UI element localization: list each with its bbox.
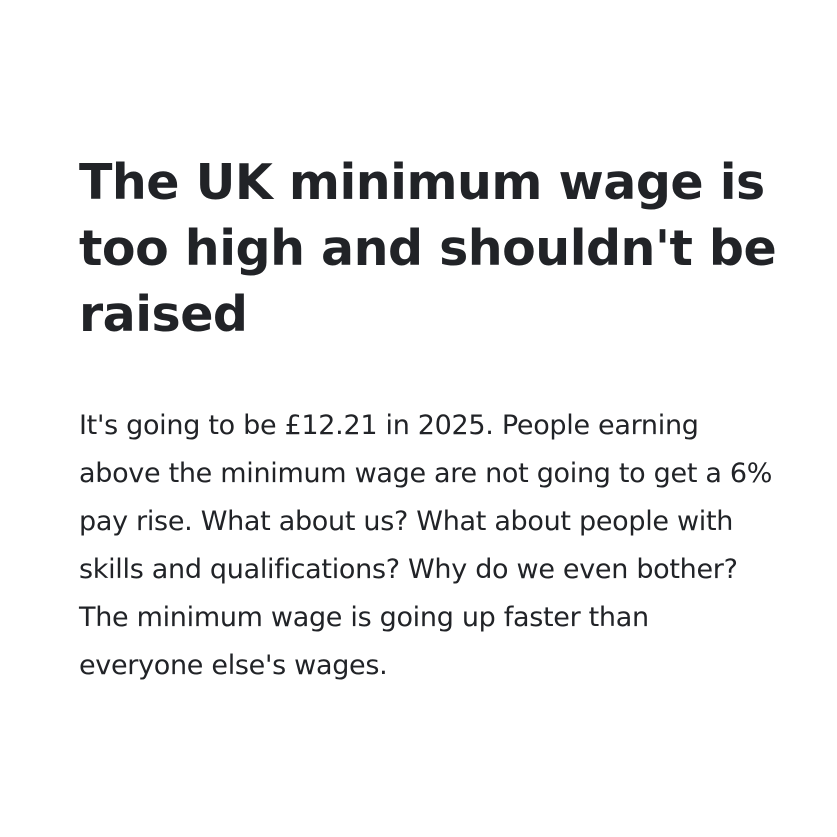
post-title: The UK minimum wage is too high and shou… bbox=[79, 154, 777, 343]
post-body: It's going to be £12.21 in 2025. People … bbox=[79, 410, 773, 681]
opinion-post: The UK minimum wage is too high and shou… bbox=[79, 150, 779, 690]
